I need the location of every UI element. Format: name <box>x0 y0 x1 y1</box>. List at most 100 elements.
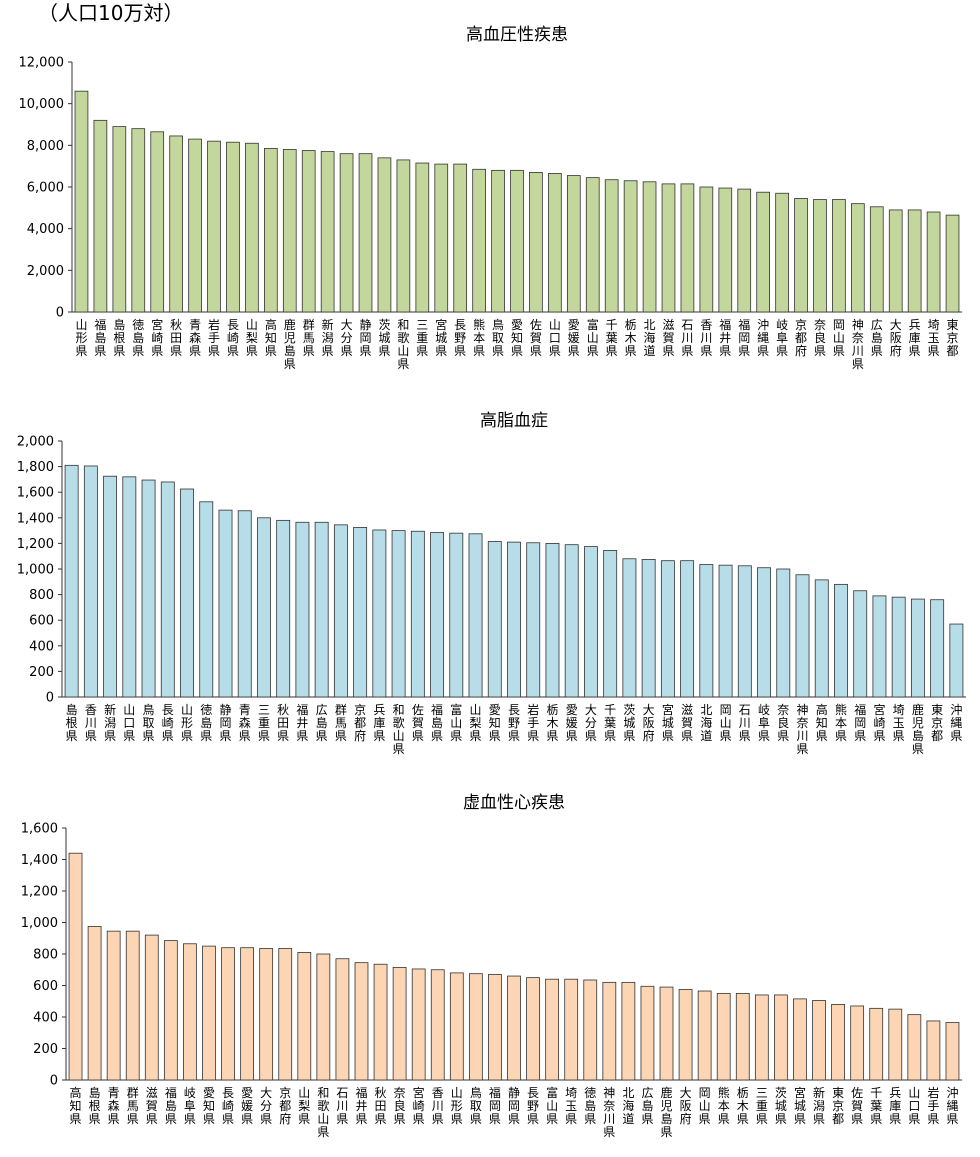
bar <box>680 183 695 313</box>
bar <box>851 203 865 313</box>
x-tick-label: 埼玉県 <box>893 703 905 743</box>
x-tick-label: 福島県 <box>165 1085 177 1126</box>
bar <box>507 975 521 1081</box>
bar <box>566 175 581 313</box>
x-tick-label: 岩手県 <box>208 317 220 358</box>
bar <box>621 981 636 1081</box>
x-tick-label: 和歌山県 <box>397 318 409 371</box>
x-tick-label: 大分県 <box>341 318 353 358</box>
y-tick-label: 0 <box>50 1074 58 1089</box>
bar <box>699 564 714 698</box>
x-tick-label: 愛媛県 <box>241 1086 253 1126</box>
bar <box>491 169 505 313</box>
bar <box>282 149 297 313</box>
x-tick-label: 島根県 <box>66 702 78 743</box>
x-tick-label: 高知県 <box>265 317 277 358</box>
x-tick-label: 群馬県 <box>127 1086 139 1126</box>
y-tick-label: 200 <box>29 665 54 680</box>
bar <box>468 973 483 1081</box>
chart-svg: 虚血性心疾患 0 200 400 600 800 1,000 1,200 1,400 1,600 高… <box>21 793 962 1139</box>
bar <box>316 953 331 1081</box>
y-tick-label: 8,000 <box>27 139 64 154</box>
bar <box>926 1020 941 1081</box>
bar <box>510 169 524 313</box>
bar <box>314 521 329 698</box>
x-tick-label: 青森県 <box>189 318 201 358</box>
bar <box>678 989 693 1081</box>
bar <box>278 948 293 1081</box>
bar <box>392 966 407 1081</box>
x-tick-label: 佐賀県 <box>530 318 542 358</box>
y-tick-label: 1,400 <box>21 853 58 868</box>
bar <box>180 488 194 698</box>
chart-hyperlipidemia: 高脂血症 0 200 400 600 800 1,000 1,200 1,400 1,600 1,8… <box>0 398 980 778</box>
x-tick-label: 宮城県 <box>794 1085 806 1126</box>
unit-label: （人口10万対） <box>38 1 184 25</box>
x-tick-label: 奈良県 <box>394 1086 406 1126</box>
x-tick-label: 徳島県 <box>584 1085 596 1126</box>
x-tick-label: 山梨県 <box>470 703 482 743</box>
bar <box>183 943 197 1081</box>
x-tick-label: 奈良県 <box>814 318 826 358</box>
x-tick-label: 京都府 <box>354 703 366 743</box>
chart-svg: 高脂血症 0 200 400 600 800 1,000 1,200 1,400 1,600 1,8… <box>17 411 966 756</box>
bar <box>335 958 350 1081</box>
x-tick-label: 北海道 <box>644 318 656 358</box>
y-tick-label: 1,800 <box>17 460 54 475</box>
bar <box>697 990 712 1081</box>
bar <box>449 532 464 698</box>
x-tick-label: 滋賀県 <box>662 318 674 358</box>
bar <box>754 994 769 1081</box>
bar <box>564 978 579 1081</box>
x-tick-label: 鳥取県 <box>470 1085 482 1126</box>
x-tick-label: 岩手県 <box>527 702 539 743</box>
bar <box>640 985 655 1081</box>
bar <box>949 623 964 698</box>
bar <box>622 558 637 698</box>
bar <box>832 199 846 313</box>
bar <box>410 530 425 698</box>
x-tick-label: 徳島県 <box>200 702 212 743</box>
x-tick-label: 滋賀県 <box>146 1086 158 1126</box>
x-tick-label: 山口県 <box>549 318 561 358</box>
x-tick-label: 富山県 <box>450 702 462 743</box>
x-tick-label: 島根県 <box>89 1085 101 1126</box>
x-tick-label: 神奈川県 <box>797 703 809 756</box>
bar <box>716 992 731 1081</box>
bar <box>257 517 271 698</box>
x-tick-label: 栃木県 <box>546 703 558 743</box>
x-tick-label: 大分県 <box>260 1086 272 1126</box>
bar <box>83 465 98 698</box>
bar <box>813 199 827 313</box>
x-tick-label: 埼玉県 <box>928 318 940 358</box>
x-tick-label: 兵庫県 <box>909 318 921 358</box>
x-tick-label: 沖縄県 <box>950 703 962 743</box>
x-tick-label: 福岡県 <box>489 1085 501 1126</box>
x-tick-label: 京都府 <box>795 318 807 358</box>
bar <box>373 963 388 1081</box>
bar <box>353 526 368 698</box>
x-tick-label: 山梨県 <box>298 1086 310 1126</box>
bar <box>320 151 335 313</box>
x-tick-label: 福島県 <box>94 317 106 358</box>
x-tick-label: 石川県 <box>739 703 751 743</box>
x-tick-label: 鹿児島県 <box>912 702 924 756</box>
y-tick-label: 800 <box>33 948 58 963</box>
x-tick-label: 東京都 <box>931 703 943 743</box>
bar <box>68 852 83 1081</box>
bar <box>661 183 676 313</box>
bar <box>131 128 146 313</box>
x-tick-label: 広島県 <box>871 318 883 358</box>
bar <box>718 564 733 698</box>
bar <box>74 90 89 313</box>
bar <box>207 140 221 313</box>
x-tick-label: 高知県 <box>816 702 828 743</box>
x-tick-label: 埼玉県 <box>565 1086 577 1126</box>
bar <box>907 209 922 313</box>
y-tick-label: 1,200 <box>21 885 58 900</box>
bar <box>945 1022 960 1081</box>
x-tick-label: 秋田県 <box>277 703 289 743</box>
x-tick-label: 秋田県 <box>375 1086 387 1126</box>
bar <box>814 579 829 698</box>
bar <box>641 558 656 698</box>
